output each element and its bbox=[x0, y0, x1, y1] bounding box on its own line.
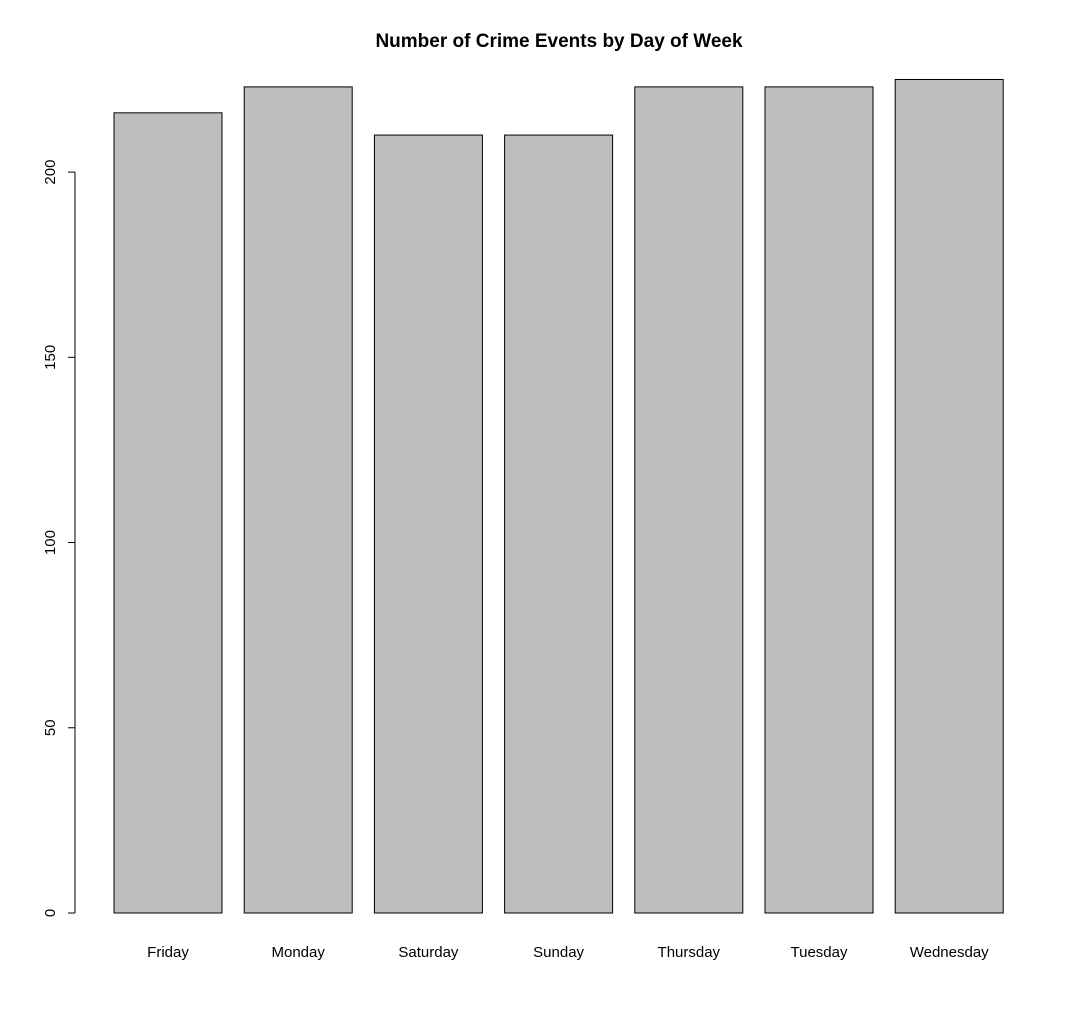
y-tick-label: 100 bbox=[42, 530, 59, 555]
x-axis-labels: Friday Monday Saturday Sunday Thursday Tuesda… bbox=[147, 944, 989, 961]
x-tick-label-saturday: Saturday bbox=[398, 944, 459, 961]
x-tick-label-tuesday: Tuesday bbox=[791, 944, 848, 961]
bar-thursday bbox=[634, 86, 744, 914]
bar-tuesday bbox=[764, 86, 874, 914]
bar-saturday bbox=[373, 134, 483, 914]
x-tick-label-monday: Monday bbox=[272, 944, 326, 961]
y-tick-label: 150 bbox=[42, 345, 59, 370]
x-tick-label-thursday: Thursday bbox=[658, 944, 721, 961]
chart-title: Number of Crime Events by Day of Week bbox=[375, 31, 743, 52]
x-tick-label-friday: Friday bbox=[147, 944, 189, 961]
bar-sunday bbox=[504, 134, 614, 914]
bar-wednesday bbox=[894, 78, 1004, 914]
y-tick-label: 200 bbox=[42, 160, 59, 185]
bar-monday bbox=[243, 86, 353, 914]
y-tick-label: 0 bbox=[42, 909, 59, 917]
y-tick-label: 50 bbox=[42, 719, 59, 736]
bars-group bbox=[113, 78, 1004, 914]
x-tick-label-sunday: Sunday bbox=[533, 944, 584, 961]
x-tick-label-wednesday: Wednesday bbox=[910, 944, 989, 961]
bar-friday bbox=[113, 112, 223, 914]
y-axis: 0 50 100 150 200 bbox=[42, 160, 76, 917]
